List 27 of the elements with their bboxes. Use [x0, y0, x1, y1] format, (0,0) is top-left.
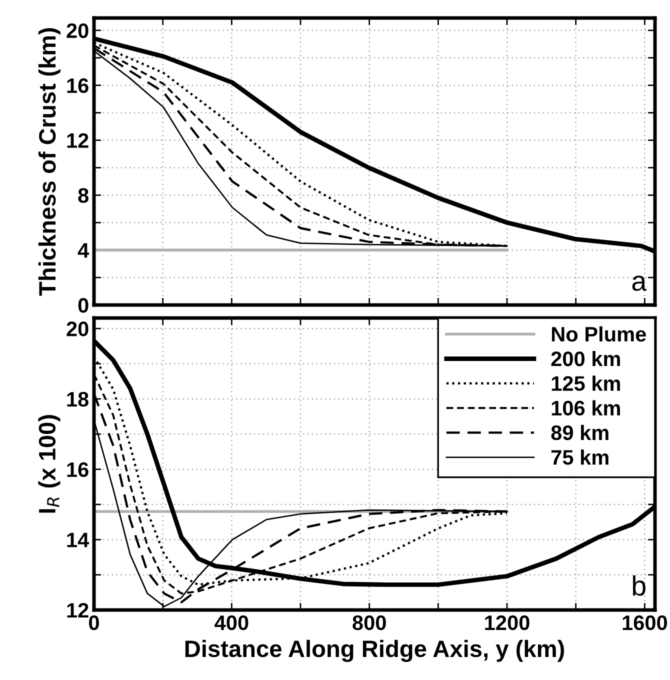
x-tick-label: 400 [214, 615, 248, 630]
annotation: a [632, 276, 647, 291]
y-tick-label: 12 [67, 133, 88, 148]
y-axis-title: Thickness of Crust (km) [38, 28, 60, 296]
legend-label: 89 km [551, 424, 608, 440]
y-tick-label: 16 [67, 462, 88, 478]
y-tick-label: 16 [67, 78, 88, 94]
annotation: b [632, 575, 646, 596]
legend-label: 75 km [551, 449, 608, 465]
y-tick-label: 12 [67, 603, 88, 618]
x-tick-label: 0 [89, 615, 99, 630]
legend-label: 106 km [552, 400, 620, 416]
legend-label: 200 km [551, 350, 620, 366]
y-tick-label: 20 [66, 23, 88, 38]
x-tick-label: 800 [352, 615, 386, 630]
x-tick-label: 1200 [485, 615, 530, 630]
y-tick-label: 0 [78, 298, 88, 313]
y-tick-label: 4 [78, 243, 90, 258]
y-tick-label: 18 [67, 392, 88, 407]
legend-label: 125 km [552, 376, 620, 391]
y-tick-label: 14 [67, 532, 90, 548]
legend-label: No Plume [552, 326, 646, 342]
y-tick-label: 20 [66, 322, 88, 336]
x-axis-title: Distance Along Ridge Axis, y (km) [185, 640, 564, 662]
y-axis-title: I$_{R}$ (x 100) [38, 415, 60, 513]
x-tick-label: 1600 [622, 615, 667, 630]
y-tick-label: 8 [78, 188, 88, 203]
